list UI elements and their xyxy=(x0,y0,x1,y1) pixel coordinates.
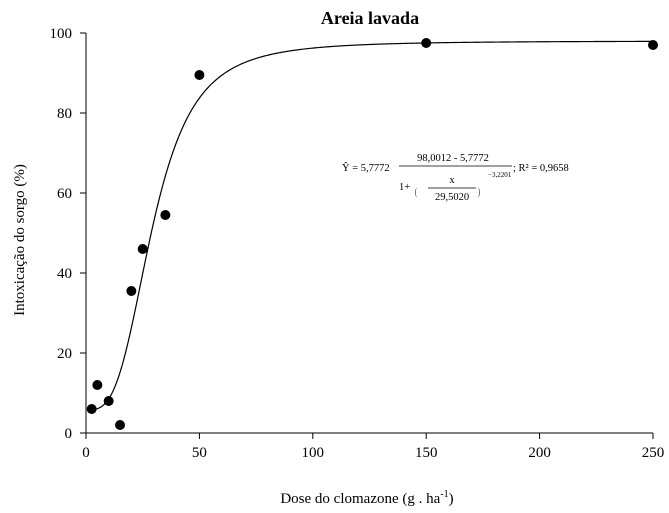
data-point xyxy=(115,420,126,430)
data-point xyxy=(103,396,114,406)
chart-title: Areia lavada xyxy=(321,8,419,28)
data-point xyxy=(86,404,97,414)
equation-paren-right: ) xyxy=(478,185,480,197)
y-tick-label: 60 xyxy=(57,186,72,202)
equation-numerator: 98,0012 - 5,7772 xyxy=(417,153,489,164)
fit-equation: Ŷ = 5,7772 98,0012 - 5,7772 1+ ( x 29,50… xyxy=(342,153,569,203)
data-point xyxy=(421,38,432,48)
y-tick-labels: 0 20 40 60 80 100 xyxy=(50,26,73,442)
y-tick-label: 100 xyxy=(50,26,73,42)
x-tick-labels: 0 50 100 150 200 250 xyxy=(82,445,664,461)
x-tick-label: 150 xyxy=(415,445,438,461)
y-axis-label: Intoxicação do sorgo (%) xyxy=(12,164,28,316)
x-axis-label-end: ) xyxy=(449,491,454,507)
data-point xyxy=(126,286,137,296)
data-point xyxy=(92,380,103,390)
x-tick-label: 100 xyxy=(302,445,325,461)
equation-exponent: −3,2201 xyxy=(488,171,512,179)
x-axis-label: Dose do clomazone (g . ha-1) xyxy=(280,489,453,507)
fit-curve xyxy=(91,40,654,411)
y-tick-label: 0 xyxy=(65,426,73,442)
equation-paren-left: ( xyxy=(415,185,417,197)
equation-lhs: Ŷ = 5,7772 xyxy=(342,162,390,174)
x-axis-label-superscript: -1 xyxy=(440,489,448,500)
equation-r2: ; R² = 0,9658 xyxy=(513,163,569,174)
y-tick-label: 80 xyxy=(57,106,72,122)
data-point xyxy=(160,210,171,220)
y-tick-label: 20 xyxy=(57,346,72,362)
x-tick-label: 250 xyxy=(642,445,665,461)
equation-inner-numerator: x xyxy=(449,175,455,186)
axes xyxy=(80,32,654,439)
x-axis-label-main: Dose do clomazone (g . ha xyxy=(280,491,440,507)
x-tick-label: 50 xyxy=(192,445,207,461)
x-tick-label: 200 xyxy=(528,445,551,461)
data-point xyxy=(194,70,205,80)
data-point xyxy=(137,244,148,254)
data-points xyxy=(86,38,658,430)
equation-inner-denominator: 29,5020 xyxy=(435,192,469,203)
equation-denominator-prefix: 1+ xyxy=(399,182,410,193)
x-tick-label: 0 xyxy=(82,445,90,461)
y-tick-label: 40 xyxy=(57,266,72,282)
data-point xyxy=(648,40,658,50)
